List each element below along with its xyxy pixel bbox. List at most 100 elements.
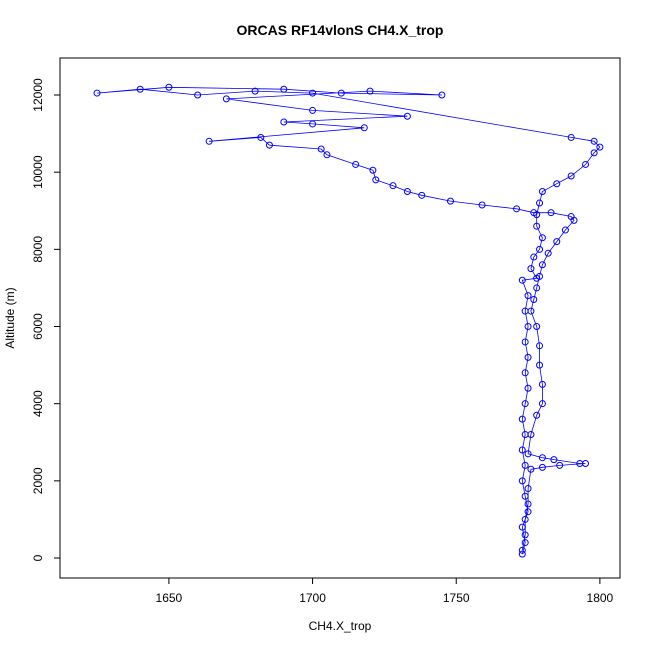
data-point <box>323 151 331 159</box>
y-tick-label: 12000 <box>31 78 45 112</box>
data-point <box>360 124 368 132</box>
data-point <box>536 342 544 350</box>
x-axis-label: CH4.X_trop <box>309 619 372 633</box>
data-point <box>518 550 526 558</box>
data-point <box>527 307 535 315</box>
data-point <box>567 172 575 180</box>
data-point <box>524 384 532 392</box>
y-tick-label: 0 <box>31 554 45 561</box>
data-point <box>524 508 532 516</box>
chart-title: ORCAS RF14vlonS CH4.X_trop <box>237 22 444 38</box>
data-point <box>544 249 552 257</box>
data-point <box>527 265 535 273</box>
data-point <box>582 459 590 467</box>
data-point <box>553 238 561 246</box>
data-point <box>309 106 317 114</box>
data-point <box>478 201 486 209</box>
data-point <box>521 531 529 539</box>
data-point <box>590 137 598 145</box>
data-point <box>538 454 546 462</box>
data-point <box>536 272 544 280</box>
data-point <box>521 369 529 377</box>
data-point <box>518 523 526 531</box>
data-point <box>518 446 526 454</box>
data-point <box>538 187 546 195</box>
data-point <box>337 89 345 97</box>
data-point <box>530 253 538 261</box>
data-point <box>538 261 546 269</box>
data-point <box>533 284 541 292</box>
data-point <box>194 91 202 99</box>
data-point <box>553 180 561 188</box>
x-tick-label: 1750 <box>443 591 470 605</box>
data-point <box>369 166 377 174</box>
data-point <box>530 295 538 303</box>
data-point <box>403 112 411 120</box>
data-point <box>309 120 317 128</box>
data-point <box>265 141 273 149</box>
data-point <box>536 245 544 253</box>
data-point <box>524 292 532 300</box>
data-point <box>547 209 555 217</box>
data-point <box>536 199 544 207</box>
data-point <box>438 91 446 99</box>
y-tick-label: 6000 <box>31 313 45 340</box>
data-point <box>596 143 604 151</box>
data-point <box>165 83 173 91</box>
data-point <box>521 515 529 523</box>
data-point <box>518 546 526 554</box>
x-tick-label: 1800 <box>587 591 614 605</box>
x-tick-label: 1700 <box>299 591 326 605</box>
data-point <box>527 431 535 439</box>
data-point <box>533 222 541 230</box>
data-point <box>403 187 411 195</box>
data-point <box>530 209 538 217</box>
data-point <box>257 133 265 141</box>
data-point <box>366 87 374 95</box>
data-point <box>317 145 325 153</box>
y-tick-label: 8000 <box>31 236 45 263</box>
data-point <box>513 205 521 213</box>
data-point <box>533 411 541 419</box>
data-point <box>538 400 546 408</box>
data-point <box>582 160 590 168</box>
series-line <box>97 86 601 555</box>
data-point <box>222 95 230 103</box>
data-point <box>352 160 360 168</box>
data-point <box>136 85 144 93</box>
data-point <box>521 539 529 547</box>
y-axis-label: Altitude (m) <box>3 287 17 348</box>
data-point <box>567 133 575 141</box>
data-point <box>556 461 564 469</box>
data-point <box>280 85 288 93</box>
plot-frame <box>59 57 621 579</box>
data-point <box>521 492 529 500</box>
data-point <box>570 216 578 224</box>
data-point <box>561 226 569 234</box>
data-point <box>524 323 532 331</box>
data-point <box>536 361 544 369</box>
data-point <box>280 118 288 126</box>
data-point <box>524 500 532 508</box>
data-point <box>538 234 546 242</box>
data-point <box>446 197 454 205</box>
data-point <box>418 191 426 199</box>
data-point <box>389 182 397 190</box>
data-point <box>533 323 541 331</box>
y-tick-label: 4000 <box>31 390 45 417</box>
data-point <box>524 485 532 493</box>
data-point <box>590 149 598 157</box>
data-point <box>550 456 558 464</box>
data-point <box>372 176 380 184</box>
data-point <box>538 463 546 471</box>
data-point <box>521 400 529 408</box>
data-point <box>251 87 259 95</box>
data-point <box>521 338 529 346</box>
data-point <box>524 450 532 458</box>
data-point <box>309 89 317 97</box>
data-point <box>518 415 526 423</box>
data-point <box>205 137 213 145</box>
data-point <box>518 276 526 284</box>
y-tick-label: 10000 <box>31 155 45 189</box>
